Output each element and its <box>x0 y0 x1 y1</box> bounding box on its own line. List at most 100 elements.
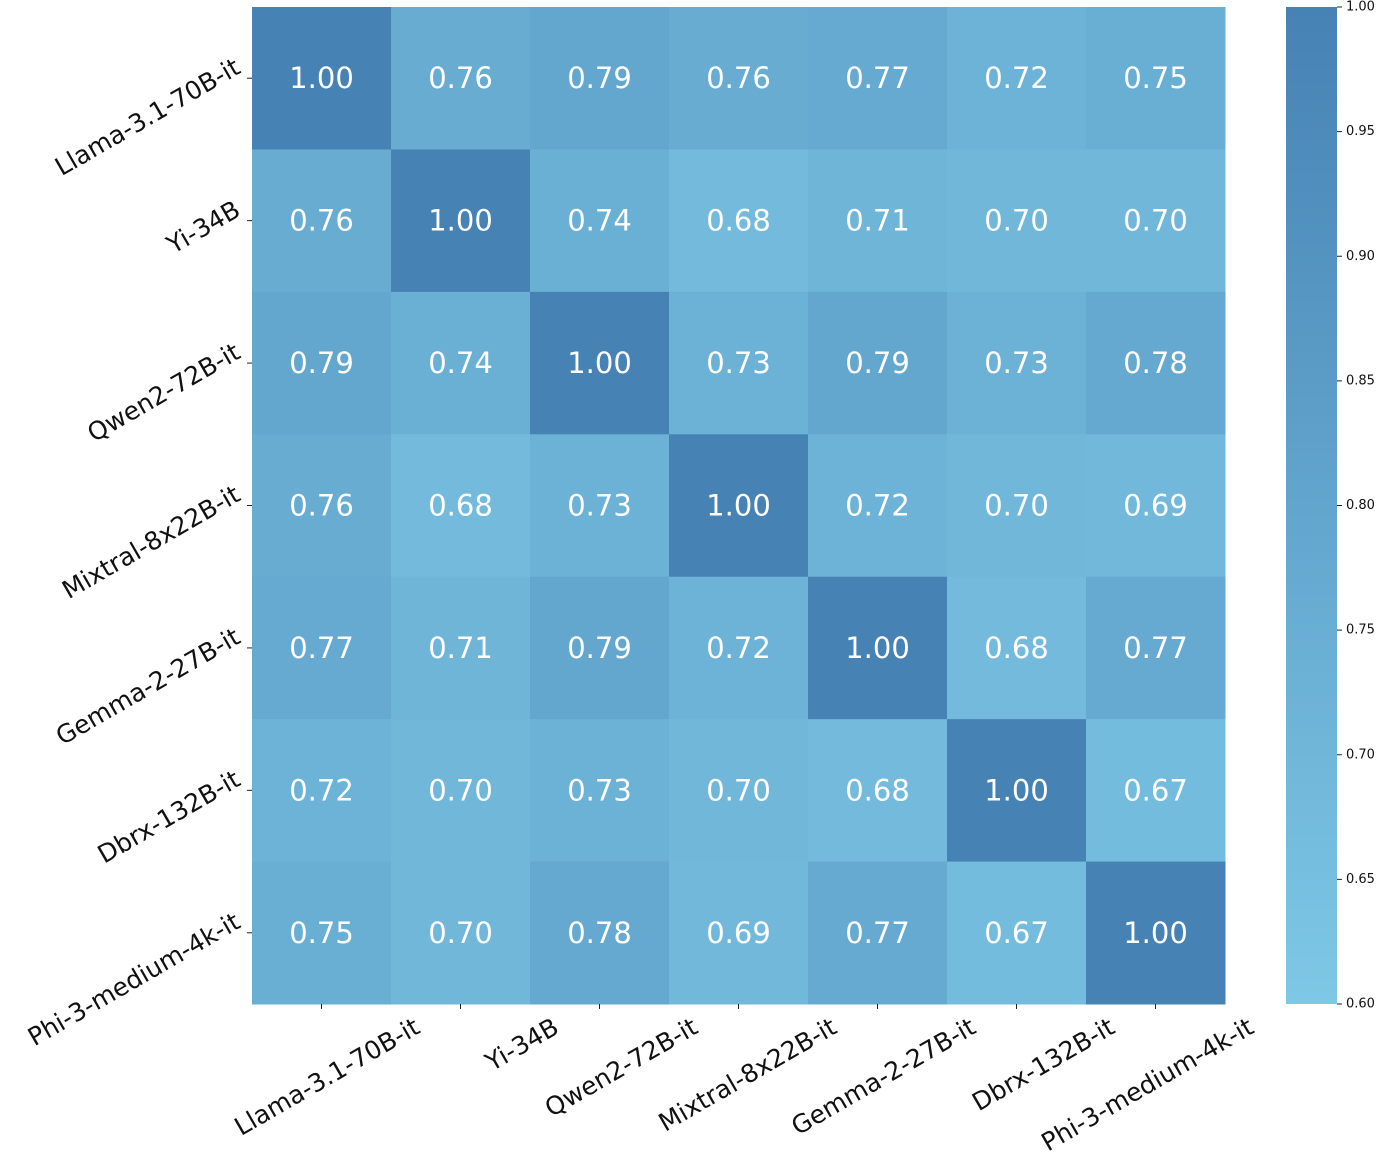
heatmap-cell <box>669 576 809 720</box>
colorbar-tick-label: 0.85 <box>1346 373 1375 388</box>
cell-value-label: 0.70 <box>428 916 493 950</box>
cell-value-label: 0.74 <box>428 346 493 380</box>
y-tick-label: Gemma-2-27B-it <box>51 622 245 751</box>
heatmap-cell <box>252 719 392 863</box>
heatmap-cell <box>947 149 1087 293</box>
cell-value-label: 1.00 <box>1123 916 1188 950</box>
colorbar-tick-label: 0.70 <box>1346 747 1375 762</box>
heatmap-cell <box>252 7 392 150</box>
heatmap-cell <box>947 434 1087 578</box>
cell-value-label: 1.00 <box>984 773 1049 807</box>
heatmap-cell <box>530 861 670 1005</box>
cell-value-label: 0.79 <box>567 631 632 665</box>
heatmap-cell <box>947 7 1087 150</box>
cell-value-label: 1.00 <box>289 61 354 95</box>
x-tick-label: Yi-34B <box>479 1012 563 1077</box>
heatmap-cell <box>808 149 948 293</box>
cell-value-label: 0.70 <box>1123 204 1188 238</box>
cell-value-label: 0.76 <box>706 61 771 95</box>
heatmap-cell <box>252 434 392 578</box>
heatmap-cell <box>391 291 531 435</box>
cell-value-label: 0.69 <box>1123 489 1188 523</box>
heatmap-cell <box>391 7 531 150</box>
colorbar-tick-label: 0.65 <box>1346 872 1375 887</box>
cell-value-label: 0.68 <box>845 773 910 807</box>
heatmap-cell <box>391 434 531 578</box>
heatmap-cell <box>1086 7 1226 150</box>
heatmap-cell <box>252 861 392 1005</box>
cell-value-label: 0.76 <box>289 489 354 523</box>
heatmap-cell <box>1086 861 1226 1005</box>
cell-value-label: 0.67 <box>984 916 1049 950</box>
colorbar-tick-label: 0.75 <box>1346 623 1375 638</box>
heatmap-cell <box>669 149 809 293</box>
cell-value-label: 0.70 <box>984 204 1049 238</box>
heatmap-cell <box>391 861 531 1005</box>
heatmap-cell <box>808 861 948 1005</box>
heatmap-cell <box>808 434 948 578</box>
y-tick-label: Llama-3.1-70B-it <box>50 52 245 181</box>
cell-value-label: 0.79 <box>845 346 910 380</box>
cell-value-label: 0.77 <box>845 61 910 95</box>
cell-value-label: 0.70 <box>706 773 771 807</box>
heatmap-cell <box>947 719 1087 863</box>
cell-value-label: 0.72 <box>706 631 771 665</box>
colorbar-tick-label: 0.95 <box>1346 124 1375 139</box>
cell-value-label: 0.67 <box>1123 773 1188 807</box>
cell-value-label: 0.72 <box>289 773 354 807</box>
y-tick-label: Dbrx-132B-it <box>93 764 246 869</box>
cell-value-label: 1.00 <box>845 631 910 665</box>
cell-value-label: 0.72 <box>984 61 1049 95</box>
cell-value-label: 0.68 <box>428 489 493 523</box>
colorbar: 0.60 0.65 0.70 0.75 0.80 0.85 0.90 0.95 1.00 <box>1286 0 1375 1012</box>
cell-value-label: 0.71 <box>428 631 493 665</box>
x-tick-label: Llama-3.1-70B-it <box>230 1012 425 1141</box>
cell-value-label: 0.73 <box>567 773 632 807</box>
cell-value-label: 0.76 <box>428 61 493 95</box>
y-tick-label: Yi-34B <box>161 195 245 260</box>
cell-value-label: 0.75 <box>289 916 354 950</box>
cell-value-label: 0.77 <box>1123 631 1188 665</box>
heatmap-cell <box>530 7 670 150</box>
cell-value-label: 0.79 <box>567 61 632 95</box>
heatmap-cell <box>252 149 392 293</box>
cell-value-label: 0.72 <box>845 489 910 523</box>
heatmap-cell <box>947 291 1087 435</box>
cell-value-label: 1.00 <box>567 346 632 380</box>
colorbar-tick-label: 0.90 <box>1346 249 1375 264</box>
cell-value-label: 0.77 <box>289 631 354 665</box>
heatmap-cell <box>1086 719 1226 863</box>
colorbar-tick-label: 1.00 <box>1346 0 1375 15</box>
y-axis: Llama-3.1-70B-it Yi-34B Qwen2-72B-it Mixtra… <box>23 52 252 1052</box>
heatmap-cell <box>530 149 670 293</box>
heatmap-cell <box>669 291 809 435</box>
heatmap-cell <box>1086 149 1226 293</box>
cell-value-label: 0.69 <box>706 916 771 950</box>
heatmap-annotations: 1.00 0.76 0.79 0.76 0.77 0.72 0.75 0.76 1.00 0.74… <box>289 61 1188 950</box>
heatmap-cell <box>669 434 809 578</box>
heatmap-cell <box>252 291 392 435</box>
heatmap-cell <box>252 576 392 720</box>
cell-value-label: 0.68 <box>706 204 771 238</box>
heatmap-cell <box>808 576 948 720</box>
heatmap-cell <box>808 7 948 150</box>
cell-value-label: 0.71 <box>845 204 910 238</box>
heatmap-cell <box>669 861 809 1005</box>
cell-value-label: 1.00 <box>428 204 493 238</box>
colorbar-gradient <box>1286 7 1337 1004</box>
heatmap-cell <box>1086 434 1226 578</box>
y-tick-label: Qwen2-72B-it <box>82 337 245 448</box>
heatmap-cell <box>530 719 670 863</box>
heatmap-cell <box>669 7 809 150</box>
cell-value-label: 0.70 <box>428 773 493 807</box>
cell-value-label: 0.78 <box>567 916 632 950</box>
y-tick-label: Phi-3-medium-4k-it <box>23 907 245 1052</box>
heatmap-cell <box>808 719 948 863</box>
colorbar-tick-label: 0.60 <box>1346 997 1375 1012</box>
x-axis: Llama-3.1-70B-it Yi-34BQwen2-72B-itMixtra… <box>230 1004 1259 1157</box>
heatmap-cell <box>391 149 531 293</box>
cell-value-label: 0.77 <box>845 916 910 950</box>
heatmap-cell <box>530 291 670 435</box>
heatmap-cell <box>391 576 531 720</box>
